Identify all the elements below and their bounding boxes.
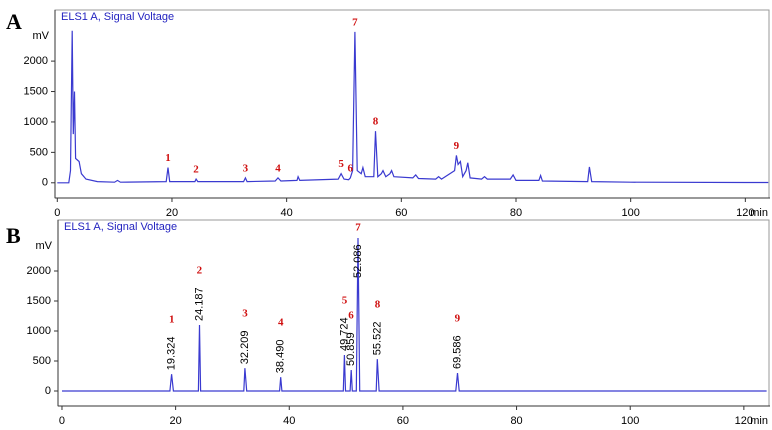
y-tick-label: 1500	[27, 295, 51, 307]
retention-time: 50.859	[345, 332, 357, 366]
chart-title: ELS1 A, Signal Voltage	[61, 11, 174, 23]
x-tick-label: 120	[735, 415, 753, 427]
y-axis-label: mV	[36, 240, 53, 252]
peak-number: 5	[342, 295, 348, 307]
x-tick-label: 80	[510, 207, 522, 219]
panel-label: A	[6, 9, 22, 34]
peak-number: 3	[243, 162, 249, 174]
x-axis-label: min	[750, 415, 768, 427]
peak-number: 9	[454, 140, 460, 152]
trace	[57, 30, 769, 184]
peak-number: 1	[165, 152, 171, 164]
peak-number: 4	[275, 162, 281, 174]
peak-number: 9	[455, 313, 461, 325]
y-tick-label: 1500	[24, 85, 48, 97]
x-tick-label: 60	[395, 207, 407, 219]
retention-time: 19.324	[166, 337, 178, 371]
y-tick-label: 500	[30, 146, 48, 158]
x-tick-label: 20	[166, 207, 178, 219]
x-tick-label: 100	[621, 207, 639, 219]
panel-label: B	[6, 223, 21, 248]
chart-title: ELS1 A, Signal Voltage	[64, 221, 177, 233]
retention-time: 24.187	[193, 287, 205, 321]
x-tick-label: 40	[283, 415, 295, 427]
retention-time: 38.490	[275, 340, 287, 374]
y-tick-label: 2000	[27, 265, 51, 277]
y-tick-label: 500	[33, 355, 51, 367]
x-tick-label: 0	[54, 207, 60, 219]
y-tick-label: 1000	[24, 116, 48, 128]
x-tick-label: 100	[621, 415, 639, 427]
plot-frame	[57, 219, 770, 407]
x-tick-label: 20	[169, 415, 181, 427]
trace	[62, 237, 767, 392]
x-tick-label: 60	[397, 415, 409, 427]
retention-time: 49.724	[338, 317, 350, 351]
peak-number: 6	[348, 162, 354, 174]
retention-time: 52.086	[352, 244, 364, 278]
peak-number: 6	[348, 310, 354, 322]
peak-number: 2	[197, 265, 203, 277]
peak-number: 1	[169, 314, 175, 326]
y-tick-label: 2000	[24, 55, 48, 67]
retention-time: 32.209	[239, 331, 251, 365]
retention-time: 55.522	[371, 322, 383, 356]
x-tick-label: 120	[736, 207, 754, 219]
peak-number: 7	[352, 16, 358, 28]
y-axis-label: mV	[33, 30, 50, 42]
x-tick-label: 0	[59, 415, 65, 427]
peak-number: 3	[242, 308, 248, 320]
x-axis-label: min	[750, 207, 768, 219]
y-tick-label: 0	[45, 385, 51, 397]
y-tick-label: 1000	[27, 325, 51, 337]
x-tick-label: 40	[281, 207, 293, 219]
peak-number: 8	[373, 116, 379, 128]
peak-number: 7	[355, 222, 361, 234]
peak-number: 2	[193, 164, 199, 176]
peak-number: 4	[278, 317, 284, 329]
retention-time: 69.586	[451, 335, 463, 369]
peak-number: 8	[375, 299, 381, 311]
y-tick-label: 0	[42, 177, 48, 189]
peak-number: 5	[338, 158, 344, 170]
plot-frame	[54, 9, 770, 199]
x-tick-label: 80	[510, 415, 522, 427]
